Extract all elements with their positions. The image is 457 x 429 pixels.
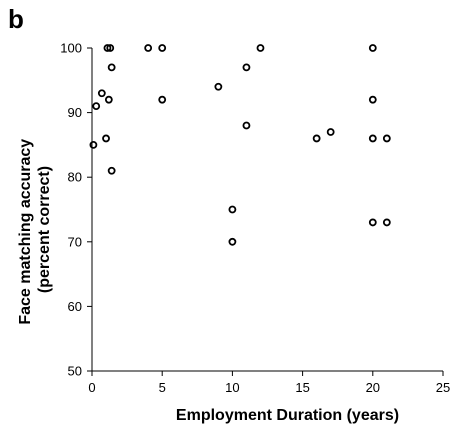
x-tick-label: 0: [88, 380, 95, 395]
x-ticks: 0 5 10 15 20 25: [88, 371, 450, 395]
data-point: [158, 44, 167, 52]
panel-label: b: [8, 4, 24, 34]
x-tick-label: 5: [159, 380, 166, 395]
data-point: [103, 44, 112, 52]
data-point: [368, 95, 377, 104]
data-point: [158, 95, 167, 104]
data-point: [368, 44, 377, 52]
data-points: [89, 44, 391, 246]
data-point: [102, 134, 110, 143]
data-point: [312, 134, 321, 143]
data-point: [256, 44, 265, 52]
x-tick-label: 25: [436, 380, 450, 395]
y-tick-label: 50: [68, 364, 82, 379]
y-axis-title-line1: Face matching accuracy: [17, 139, 34, 325]
data-point: [228, 237, 237, 246]
y-tick-label: 90: [68, 105, 82, 120]
x-tick-label: 10: [225, 380, 239, 395]
data-point: [92, 102, 101, 111]
y-axis-title: Face matching accuracy (percent correct): [17, 134, 53, 324]
data-point: [97, 89, 106, 98]
data-point: [242, 121, 251, 130]
y-tick-label: 80: [68, 170, 82, 185]
data-point: [326, 128, 335, 136]
data-point: [144, 44, 153, 52]
x-tick-label: 15: [295, 380, 309, 395]
data-point: [107, 166, 116, 175]
data-point: [89, 140, 98, 149]
y-ticks: 50 60 70 80 90 100: [60, 41, 92, 379]
data-point: [104, 95, 113, 104]
y-tick-label: 70: [68, 234, 82, 249]
y-tick-label: 60: [68, 299, 82, 314]
x-tick-label: 20: [366, 380, 380, 395]
data-point: [368, 218, 377, 227]
data-point: [107, 63, 116, 72]
axes: [91, 48, 443, 372]
data-point: [382, 218, 391, 227]
y-tick-label: 100: [60, 41, 82, 56]
y-axis-title-line2: (percent correct): [36, 166, 53, 293]
data-point: [368, 134, 377, 143]
data-point: [214, 82, 223, 91]
data-point: [106, 44, 115, 52]
data-point: [228, 205, 237, 214]
x-axis-title: Employment Duration (years): [176, 407, 399, 424]
data-point: [382, 134, 391, 143]
data-point: [242, 63, 251, 72]
